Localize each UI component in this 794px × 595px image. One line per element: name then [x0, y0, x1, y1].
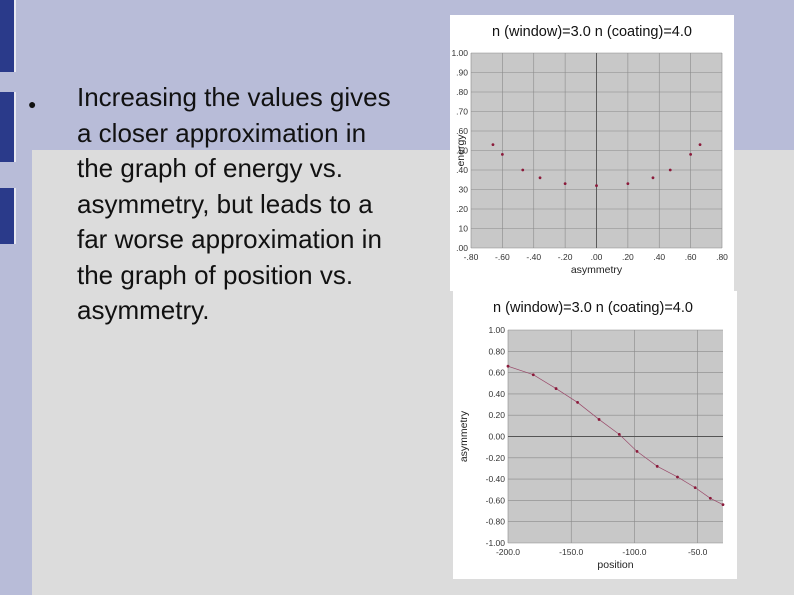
- chart2-y-axis-label: asymmetry: [458, 410, 470, 462]
- chart1-x-axis-label: asymmetry: [571, 264, 623, 276]
- chart1-y-tick-label: 30: [459, 185, 469, 195]
- chart2-series-line: [507, 365, 724, 505]
- chart1-y-tick-label: .80: [456, 87, 468, 97]
- chart1-data-point: [668, 168, 672, 172]
- chart1-x-tick-label: .20: [622, 252, 634, 262]
- chart1-data-point: [595, 184, 598, 188]
- chart2-y-tick-label: -0.60: [486, 495, 506, 505]
- chart2-data-point: [708, 496, 712, 500]
- chart1-data-point: [689, 153, 693, 156]
- chart1-data-point: [698, 143, 702, 147]
- chart2-title: n (window)=3.0 n (coating)=4.0: [493, 300, 693, 316]
- chart1-x-tick-label: -.40: [526, 252, 541, 262]
- chart1-data-point: [651, 176, 655, 180]
- chart2-y-tick-label: 0.80: [488, 346, 505, 356]
- asymmetry-vs-position-chart: -1.00 -0.80 -0.60 -0.40 -0.20 0.00 0.20 0.40 0.6…: [453, 291, 737, 579]
- chart2-data-point: [506, 364, 510, 368]
- chart2-data-point: [554, 387, 558, 390]
- chart1-data-point: [538, 176, 542, 180]
- chart2-x-tick-label: -100.0: [622, 547, 646, 557]
- chart2-y-tick-label: 0.20: [488, 410, 505, 420]
- chart1-y-tick-label: 1.00: [451, 48, 468, 58]
- chart2-data-point: [531, 373, 535, 377]
- chart2-y-tick-label: 1.00: [488, 325, 505, 335]
- chart1-y-tick-label: .70: [456, 107, 468, 117]
- chart2-x-tick-label: -50.0: [688, 547, 708, 557]
- chart2-x-axis-label: position: [597, 559, 633, 571]
- chart2-y-tick-label: -0.20: [486, 453, 506, 463]
- chart2-y-tick-label: 0.00: [488, 432, 505, 442]
- chart2-data-point: [617, 432, 621, 436]
- position-chart-svg: -1.00 -0.80 -0.60 -0.40 -0.20 0.00 0.20 0.40 0.6…: [458, 300, 725, 571]
- left-decor-bar-3: [0, 188, 16, 244]
- chart2-x-tick-label: -150.0: [559, 547, 583, 557]
- chart1-title: n (window)=3.0 n (coating)=4.0: [492, 24, 692, 40]
- chart1-x-tick-label: .80: [716, 252, 728, 262]
- chart2-y-tick-label: 0.40: [488, 389, 505, 399]
- energy-vs-asymmetry-chart: .00 10 .20 30 .40 .50 .60 .70 .80 .90 1.00 -.80 -.60…: [450, 15, 734, 291]
- chart1-y-tick-label: .50: [456, 146, 468, 156]
- chart1-data-point: [626, 182, 630, 186]
- chart1-x-tick-label: -.20: [558, 252, 573, 262]
- chart2-y-tick-label: -0.40: [486, 474, 506, 484]
- chart2-data-point: [635, 450, 639, 453]
- chart1-data-point: [521, 168, 525, 172]
- chart2-data-point: [676, 475, 679, 479]
- chart1-y-tick-label: .20: [456, 204, 468, 214]
- chart2-x-tick-label: -200.0: [496, 547, 520, 557]
- chart2-y-tick-label: 0.60: [488, 368, 505, 378]
- chart1-x-tick-label: .60: [685, 252, 697, 262]
- chart1-y-tick-label: .40: [456, 165, 468, 175]
- chart1-y-axis-label: energy: [455, 134, 467, 167]
- chart1-y-tick-label: .00: [456, 243, 468, 253]
- chart1-y-tick-label: .60: [456, 126, 468, 136]
- energy-chart-svg: .00 10 .20 30 .40 .50 .60 .70 .80 .90 1.00 -.80 -.60…: [451, 24, 728, 276]
- left-decor-bar-1: [0, 0, 16, 72]
- chart1-data-point: [500, 153, 504, 156]
- chart2-data-point: [693, 486, 697, 490]
- chart1-x-tick-label: .40: [653, 252, 665, 262]
- chart1-y-tick-label: 10: [459, 224, 469, 234]
- chart1-x-tick-label: -.60: [495, 252, 510, 262]
- chart2-data-point: [576, 401, 579, 404]
- chart1-x-tick-label: -.80: [464, 252, 479, 262]
- chart1-data-point: [491, 143, 495, 147]
- chart1-data-point: [563, 182, 567, 186]
- chart2-data-point: [655, 464, 659, 468]
- chart1-y-tick-label: .90: [456, 68, 468, 78]
- chart1-x-tick-label: .00: [591, 252, 603, 262]
- bullet-icon: ●: [28, 96, 37, 112]
- chart2-data-point: [721, 503, 725, 507]
- chart2-y-tick-label: -0.80: [486, 517, 506, 527]
- chart2-data-point: [597, 418, 601, 421]
- chart2-y-tick-label: -1.00: [486, 538, 506, 548]
- left-decor-bar-2: [0, 92, 16, 162]
- slide-body-text: Increasing the values gives a closer app…: [77, 82, 391, 325]
